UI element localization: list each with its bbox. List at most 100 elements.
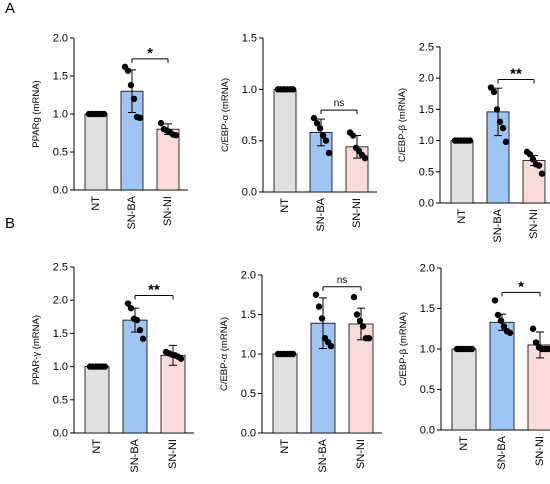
y-tick-label: 1.5 <box>241 309 256 321</box>
x-tick-label: SN-NI <box>162 196 174 226</box>
data-point <box>172 132 180 139</box>
y-tick-label: 0.5 <box>53 147 68 159</box>
data-point <box>100 110 108 118</box>
bar-nt <box>272 353 298 434</box>
bar-nt <box>84 113 108 191</box>
y-tick-label: 1.0 <box>419 135 434 147</box>
y-tick-label: 0.0 <box>242 187 257 199</box>
data-point <box>133 316 141 324</box>
y-tick-label: 1.5 <box>53 71 68 83</box>
significance-label: ns <box>337 275 348 286</box>
y-axis-title: C/EBP-β (mRNA) <box>398 312 409 386</box>
data-point <box>124 67 132 74</box>
chart-2: 0.0 0.5 1.0 1.5 C/EBP-α (mRNA) NT SN-BA SN-NI ns <box>220 33 377 232</box>
data-point <box>315 303 323 310</box>
data-point <box>466 137 474 144</box>
y-tick-label: 1.5 <box>53 328 68 340</box>
x-tick-label: SN-BA <box>126 195 138 229</box>
data-point <box>529 156 537 163</box>
data-point <box>127 304 135 312</box>
data-point <box>312 291 320 298</box>
x-tick-label: SN-BA <box>129 438 141 472</box>
data-point <box>289 350 297 358</box>
x-tick-label: NT <box>91 439 103 454</box>
data-point <box>313 120 321 127</box>
data-point <box>506 329 514 336</box>
chart-4: 0.0 0.5 1.0 1.5 2.0 2.5 PPAR-γ (mRNA) NT SN-BA SN… <box>31 262 194 473</box>
y-tick-label: 1.0 <box>420 344 435 356</box>
data-point <box>502 138 510 146</box>
data-point <box>532 339 540 346</box>
x-tick-label: SN-BA <box>315 197 327 231</box>
data-point <box>327 342 335 350</box>
data-point <box>538 170 546 177</box>
bar-nt <box>273 88 297 193</box>
data-point <box>136 326 144 334</box>
y-tick-label: 1.0 <box>53 361 68 373</box>
data-point <box>310 114 318 122</box>
y-tick-label: 2.5 <box>419 42 434 54</box>
data-point <box>157 119 165 127</box>
y-tick-label: 2.0 <box>419 73 434 85</box>
data-point <box>529 325 537 332</box>
y-tick-label: 0.0 <box>241 428 256 440</box>
y-tick-label: 1.0 <box>241 349 256 361</box>
significance-label: * <box>518 278 524 295</box>
x-tick-label: NT <box>279 198 291 213</box>
x-tick-label: SN-NI <box>351 198 363 228</box>
data-point <box>535 162 543 169</box>
y-tick-label: 0.5 <box>420 384 435 396</box>
y-tick-label: 0.0 <box>53 428 68 440</box>
y-axis-title: C/EBP-β (mRNA) <box>397 88 408 162</box>
x-tick-label: SN-BA <box>317 438 329 472</box>
y-tick-label: 2.5 <box>53 262 68 274</box>
y-tick-label: 2.0 <box>53 33 68 45</box>
data-point <box>490 88 498 96</box>
data-point <box>101 363 109 370</box>
y-tick-label: 0.0 <box>420 425 435 437</box>
significance-label: ** <box>148 282 160 299</box>
data-point <box>124 300 132 307</box>
x-tick-label: SN-NI <box>528 209 540 239</box>
data-point <box>319 132 327 139</box>
x-tick-label: SN-BA <box>492 208 504 242</box>
y-tick-label: 2.0 <box>420 263 435 275</box>
data-point <box>491 297 499 304</box>
data-point <box>494 311 502 319</box>
y-tick-label: 1.5 <box>419 104 434 116</box>
chart-5: 0.0 0.5 1.0 1.5 2.0 C/EBP-α (mRNA) NT SN-BA SN-N… <box>219 270 382 473</box>
x-tick-label: SN-NI <box>355 439 367 469</box>
data-point <box>500 323 508 330</box>
y-axis-title: C/EBP-α (mRNA) <box>220 78 231 152</box>
data-point <box>493 106 501 113</box>
y-tick-label: 1.0 <box>242 84 257 96</box>
data-point <box>353 311 361 318</box>
data-point <box>496 118 504 126</box>
y-tick-label: 1.0 <box>53 109 68 121</box>
chart-6: 0.0 0.5 1.0 1.5 2.0 C/EBP-β (mRNA) NT SN-BA SN-N… <box>398 263 550 470</box>
data-point <box>356 317 364 325</box>
x-tick-label: SN-NI <box>167 439 179 469</box>
bar-sn-ni <box>348 323 374 434</box>
data-point <box>497 317 505 324</box>
y-axis-title: PPAR-γ (mRNA) <box>31 315 42 385</box>
data-point <box>359 323 367 330</box>
data-point <box>127 81 135 89</box>
data-point <box>139 335 147 342</box>
data-point <box>289 86 297 93</box>
significance-label: ns <box>334 98 345 109</box>
y-tick-label: 0.0 <box>419 198 434 210</box>
data-point <box>365 335 373 342</box>
x-tick-label: NT <box>90 196 102 211</box>
panel-label-a: A <box>5 0 16 17</box>
x-tick-label: SN-NI <box>534 436 546 466</box>
significance-label: * <box>147 45 153 62</box>
y-tick-label: 0.5 <box>241 388 256 400</box>
y-tick-label: 2.0 <box>53 295 68 307</box>
data-point <box>130 95 138 103</box>
data-point <box>468 345 476 353</box>
y-tick-label: 0.5 <box>53 394 68 406</box>
y-tick-label: 0.0 <box>53 185 68 197</box>
data-point <box>177 355 185 362</box>
